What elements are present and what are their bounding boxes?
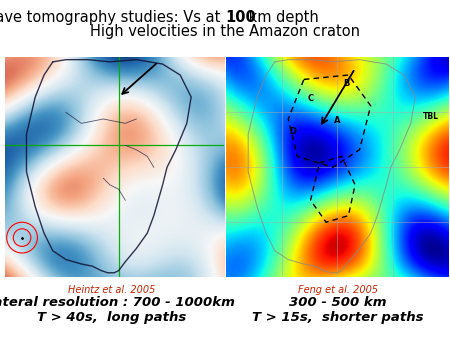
Text: A: A — [334, 116, 341, 125]
Text: T > 15s,  shorter paths: T > 15s, shorter paths — [252, 311, 424, 324]
Text: Feng et al. 2005: Feng et al. 2005 — [298, 285, 378, 295]
Text: High velocities in the Amazon craton: High velocities in the Amazon craton — [90, 24, 360, 39]
Text: T > 40s,  long paths: T > 40s, long paths — [37, 311, 187, 324]
Text: Surface-wave tomography studies: Vs at: Surface-wave tomography studies: Vs at — [0, 10, 225, 25]
Text: B: B — [343, 79, 349, 88]
Text: lateral resolution : 700 - 1000km: lateral resolution : 700 - 1000km — [0, 296, 235, 309]
Text: C: C — [307, 94, 314, 103]
Text: Heintz et al. 2005: Heintz et al. 2005 — [68, 285, 156, 295]
Text: D: D — [289, 127, 296, 136]
Text: 100: 100 — [225, 10, 256, 25]
Text: 300 - 500 km: 300 - 500 km — [289, 296, 387, 309]
Text: TBL: TBL — [423, 112, 439, 121]
Text: km depth: km depth — [244, 10, 319, 25]
